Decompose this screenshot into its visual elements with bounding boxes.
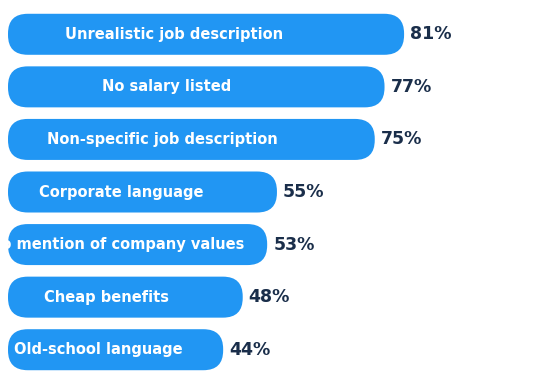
Text: Cheap benefits: Cheap benefits <box>44 290 169 305</box>
Text: No salary listed: No salary listed <box>101 79 231 94</box>
Text: 81%: 81% <box>410 25 452 43</box>
FancyBboxPatch shape <box>8 329 223 370</box>
Text: 48%: 48% <box>249 288 290 306</box>
Text: 55%: 55% <box>283 183 324 201</box>
Text: 77%: 77% <box>391 78 432 96</box>
Text: Unrealistic job description: Unrealistic job description <box>65 27 283 42</box>
Text: 44%: 44% <box>229 341 270 359</box>
FancyBboxPatch shape <box>8 276 243 318</box>
Text: Old-school language: Old-school language <box>14 342 183 357</box>
Text: No mention of company values: No mention of company values <box>0 237 245 252</box>
Text: 75%: 75% <box>381 131 422 149</box>
FancyBboxPatch shape <box>8 119 375 160</box>
FancyBboxPatch shape <box>8 14 404 55</box>
FancyBboxPatch shape <box>8 172 277 212</box>
Text: Corporate language: Corporate language <box>39 184 203 200</box>
Text: 53%: 53% <box>273 235 314 253</box>
FancyBboxPatch shape <box>8 66 385 108</box>
FancyBboxPatch shape <box>8 224 267 265</box>
Text: Non-specific job description: Non-specific job description <box>47 132 277 147</box>
